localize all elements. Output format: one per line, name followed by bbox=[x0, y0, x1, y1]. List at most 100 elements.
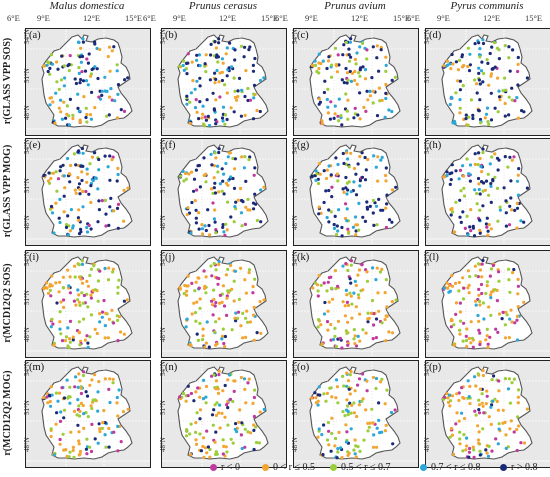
station-point bbox=[327, 443, 331, 447]
station-point bbox=[245, 309, 249, 313]
station-point bbox=[362, 438, 366, 442]
station-point bbox=[375, 114, 380, 118]
station-point bbox=[473, 264, 477, 268]
lon-tick-label: 9°E bbox=[437, 13, 450, 23]
station-point bbox=[389, 410, 394, 415]
station-point bbox=[244, 179, 248, 183]
station-point bbox=[103, 377, 107, 381]
station-point bbox=[212, 297, 216, 302]
station-point bbox=[92, 264, 96, 268]
station-point bbox=[477, 430, 481, 434]
station-point bbox=[458, 319, 463, 323]
station-point bbox=[334, 287, 338, 291]
station-point bbox=[243, 222, 247, 226]
station-point bbox=[218, 95, 222, 99]
station-point bbox=[510, 381, 514, 385]
station-point bbox=[310, 396, 314, 400]
station-point bbox=[235, 98, 239, 102]
station-point bbox=[69, 208, 73, 212]
station-point bbox=[61, 432, 65, 436]
station-point bbox=[334, 63, 338, 67]
station-point bbox=[248, 320, 252, 324]
station-point bbox=[107, 387, 111, 391]
station-point bbox=[496, 76, 500, 80]
station-point bbox=[377, 309, 381, 313]
station-point bbox=[93, 327, 97, 331]
station-point bbox=[227, 66, 231, 70]
station-point bbox=[57, 290, 61, 294]
station-point bbox=[100, 93, 104, 97]
station-point bbox=[451, 210, 455, 214]
station-point bbox=[488, 51, 492, 56]
station-point bbox=[88, 445, 92, 449]
station-point bbox=[239, 433, 243, 437]
station-point bbox=[350, 403, 354, 407]
station-point bbox=[233, 205, 237, 209]
station-point bbox=[316, 294, 320, 298]
station-point bbox=[197, 53, 201, 57]
station-point bbox=[62, 84, 66, 88]
station-point bbox=[103, 421, 107, 425]
station-point bbox=[525, 186, 529, 190]
station-point bbox=[115, 179, 119, 183]
station-point bbox=[353, 334, 357, 338]
station-point bbox=[475, 82, 479, 86]
station-point bbox=[116, 172, 120, 177]
station-point bbox=[366, 98, 370, 102]
station-point bbox=[116, 291, 120, 295]
station-point bbox=[450, 317, 454, 322]
station-point bbox=[185, 72, 189, 76]
station-point bbox=[72, 299, 76, 303]
station-point bbox=[452, 343, 457, 347]
station-point bbox=[317, 102, 321, 106]
station-point bbox=[473, 152, 477, 156]
station-point bbox=[244, 335, 248, 339]
station-point bbox=[111, 377, 115, 381]
station-point bbox=[344, 423, 348, 427]
station-point bbox=[73, 275, 77, 279]
station-point bbox=[119, 108, 123, 112]
lat-tick-label: 51°N bbox=[423, 290, 431, 305]
station-point bbox=[202, 436, 206, 440]
station-point bbox=[450, 284, 455, 288]
station-point bbox=[123, 78, 127, 82]
germany-map bbox=[26, 29, 150, 135]
station-point bbox=[103, 324, 107, 328]
station-point bbox=[79, 227, 83, 231]
station-point bbox=[77, 404, 81, 408]
station-point bbox=[59, 165, 63, 169]
station-point bbox=[383, 291, 387, 295]
station-point bbox=[97, 380, 101, 384]
station-point bbox=[475, 202, 479, 206]
station-point bbox=[495, 299, 499, 303]
station-point bbox=[345, 300, 349, 304]
station-point bbox=[343, 314, 347, 318]
station-point bbox=[468, 163, 473, 167]
station-point bbox=[457, 398, 461, 403]
station-point bbox=[346, 413, 350, 417]
station-point bbox=[233, 89, 237, 93]
station-point bbox=[458, 198, 462, 202]
lat-tick-label: 54°N bbox=[23, 361, 31, 376]
station-point bbox=[506, 387, 511, 391]
station-point bbox=[217, 262, 221, 267]
station-point bbox=[377, 418, 381, 422]
station-point bbox=[224, 273, 228, 277]
station-point bbox=[349, 263, 353, 267]
station-point bbox=[179, 174, 183, 178]
station-point bbox=[223, 83, 227, 87]
station-point bbox=[484, 338, 488, 342]
station-point bbox=[80, 281, 85, 285]
station-point bbox=[69, 163, 73, 168]
station-point bbox=[317, 385, 321, 389]
station-point bbox=[48, 284, 52, 288]
station-point bbox=[454, 91, 458, 95]
lon-tick-label: 12°E bbox=[219, 13, 237, 23]
station-point bbox=[504, 446, 508, 450]
station-point bbox=[454, 169, 458, 173]
station-point bbox=[333, 46, 338, 50]
station-point bbox=[458, 301, 462, 305]
station-point bbox=[68, 385, 72, 389]
station-point bbox=[198, 297, 202, 301]
station-point bbox=[346, 157, 350, 161]
